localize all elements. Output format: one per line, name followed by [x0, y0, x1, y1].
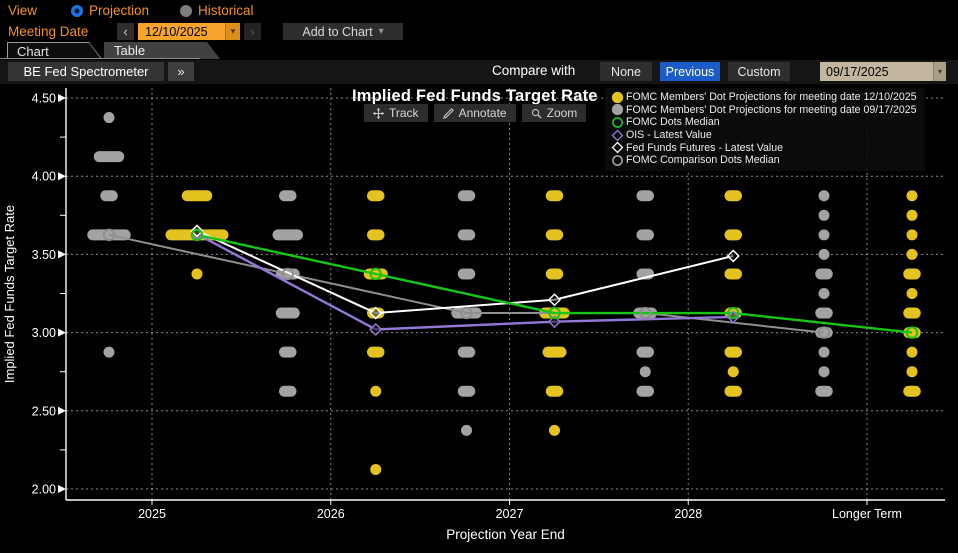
legend-label: FOMC Members' Dot Projections for meetin…	[626, 103, 917, 116]
dot-plot-area[interactable]: 4.50 4.00 3.50 3.00 2.50 2.00 2025 2026 2027 2028…	[0, 84, 958, 553]
svg-text:4.00: 4.00	[32, 170, 56, 184]
meeting-date-dropdown-icon[interactable]: ▾	[225, 23, 240, 40]
expand-chevrons-button[interactable]: »	[168, 62, 194, 81]
add-to-chart-button[interactable]: Add to Chart ▾	[283, 23, 403, 40]
compare-custom-button[interactable]: Custom	[728, 62, 790, 81]
chart-title: Implied Fed Funds Target Rate	[352, 87, 598, 105]
tab-chart[interactable]: Chart	[7, 42, 102, 59]
svg-text:2025: 2025	[138, 507, 166, 521]
svg-text:3.00: 3.00	[32, 326, 56, 340]
legend-item: FOMC Dots Median	[611, 116, 917, 129]
annotate-button[interactable]: Annotate	[433, 104, 516, 122]
zoom-button[interactable]: Zoom	[521, 104, 587, 122]
add-to-chart-label: Add to Chart	[302, 24, 373, 39]
active-tab-underline	[0, 58, 200, 59]
compare-with-label: Compare with	[492, 63, 576, 78]
legend-label: Fed Funds Futures - Latest Value	[626, 141, 784, 154]
legend-circle-open-icon	[611, 116, 626, 129]
legend-item: OIS - Latest Value	[611, 129, 917, 142]
meeting-date-prev-button[interactable]: ‹	[117, 23, 134, 40]
legend-dot-filled-icon	[611, 91, 626, 104]
legend-diamond-open-icon	[611, 141, 626, 154]
legend-item: FOMC Comparison Dots Median	[611, 154, 917, 167]
line-median	[108, 233, 825, 334]
legend-item: Fed Funds Futures - Latest Value	[611, 141, 917, 154]
add-to-chart-caret-icon: ▾	[378, 26, 384, 37]
annotate-pencil-icon	[442, 107, 454, 119]
projection-radio[interactable]	[71, 5, 83, 17]
svg-text:4.50: 4.50	[32, 92, 56, 106]
svg-text:2.50: 2.50	[32, 404, 56, 418]
projection-radio-label[interactable]: Projection	[89, 3, 150, 18]
track-crosshair-icon	[373, 107, 384, 119]
svg-text:2027: 2027	[496, 507, 524, 521]
zoom-label: Zoom	[546, 106, 578, 120]
chart-legend: FOMC Members' Dot Projections for meetin…	[605, 88, 925, 171]
line-median	[196, 233, 913, 334]
historical-radio[interactable]	[180, 5, 192, 17]
line-market	[196, 230, 734, 315]
svg-text:3.50: 3.50	[32, 248, 56, 262]
legend-label: FOMC Members' Dot Projections for meetin…	[626, 91, 917, 104]
svg-text:2028: 2028	[674, 507, 702, 521]
legend-diamond-open-icon	[611, 129, 626, 142]
compare-previous-button[interactable]: Previous	[660, 62, 720, 81]
track-button[interactable]: Track	[364, 104, 428, 122]
app-toolbar: BE Fed Spectrometer » Compare with None …	[0, 60, 958, 84]
historical-radio-label[interactable]: Historical	[198, 3, 254, 18]
svg-text:2.00: 2.00	[32, 483, 56, 497]
legend-item: FOMC Members' Dot Projections for meetin…	[611, 91, 917, 104]
svg-text:2026: 2026	[317, 507, 345, 521]
meeting-date-value: 12/10/2025	[145, 24, 208, 39]
axes: 4.50 4.00 3.50 3.00 2.50 2.00 2025 2026 2027 2028…	[2, 88, 945, 542]
legend-item: FOMC Members' Dot Projections for meetin…	[611, 104, 917, 117]
chart-toolbar: Track Annotate Zoom	[364, 104, 587, 122]
gridlines	[66, 88, 945, 500]
legend-dot-filled-icon	[611, 103, 626, 116]
app-title-button[interactable]: BE Fed Spectrometer	[8, 62, 164, 81]
compare-date-field[interactable]: 09/17/2025 ▾	[820, 62, 946, 81]
tab-chart-label: Chart	[8, 43, 101, 59]
legend-circle-open-icon	[611, 154, 626, 167]
annotate-label: Annotate	[458, 106, 507, 120]
track-label: Track	[389, 106, 419, 120]
compare-date-value: 09/17/2025	[826, 64, 889, 79]
legend-label: FOMC Dots Median	[626, 116, 720, 129]
compare-date-dropdown-icon[interactable]: ▾	[933, 62, 946, 81]
legend-label: OIS - Latest Value	[626, 129, 712, 142]
legend-label: FOMC Comparison Dots Median	[626, 154, 780, 167]
compare-none-button[interactable]: None	[600, 62, 652, 81]
line-market	[196, 233, 734, 331]
svg-text:Longer Term: Longer Term	[832, 507, 902, 521]
dot-plot-svg: 4.50 4.00 3.50 3.00 2.50 2.00 2025 2026 2027 2028…	[2, 88, 945, 542]
svg-text:Projection Year End: Projection Year End	[446, 527, 565, 542]
meeting-date-field[interactable]: 12/10/2025 ▾	[138, 23, 240, 40]
meeting-date-next-button[interactable]: ›	[244, 23, 261, 40]
zoom-magnifier-icon	[531, 108, 542, 119]
median-and-market-lines	[108, 230, 913, 334]
svg-text:Implied Fed Funds Target Rate: Implied Fed Funds Target Rate	[2, 205, 17, 383]
view-label: View	[8, 3, 38, 18]
line-markers	[102, 224, 919, 339]
tab-table[interactable]: Table	[104, 42, 220, 59]
meeting-date-label: Meeting Date	[8, 24, 89, 39]
